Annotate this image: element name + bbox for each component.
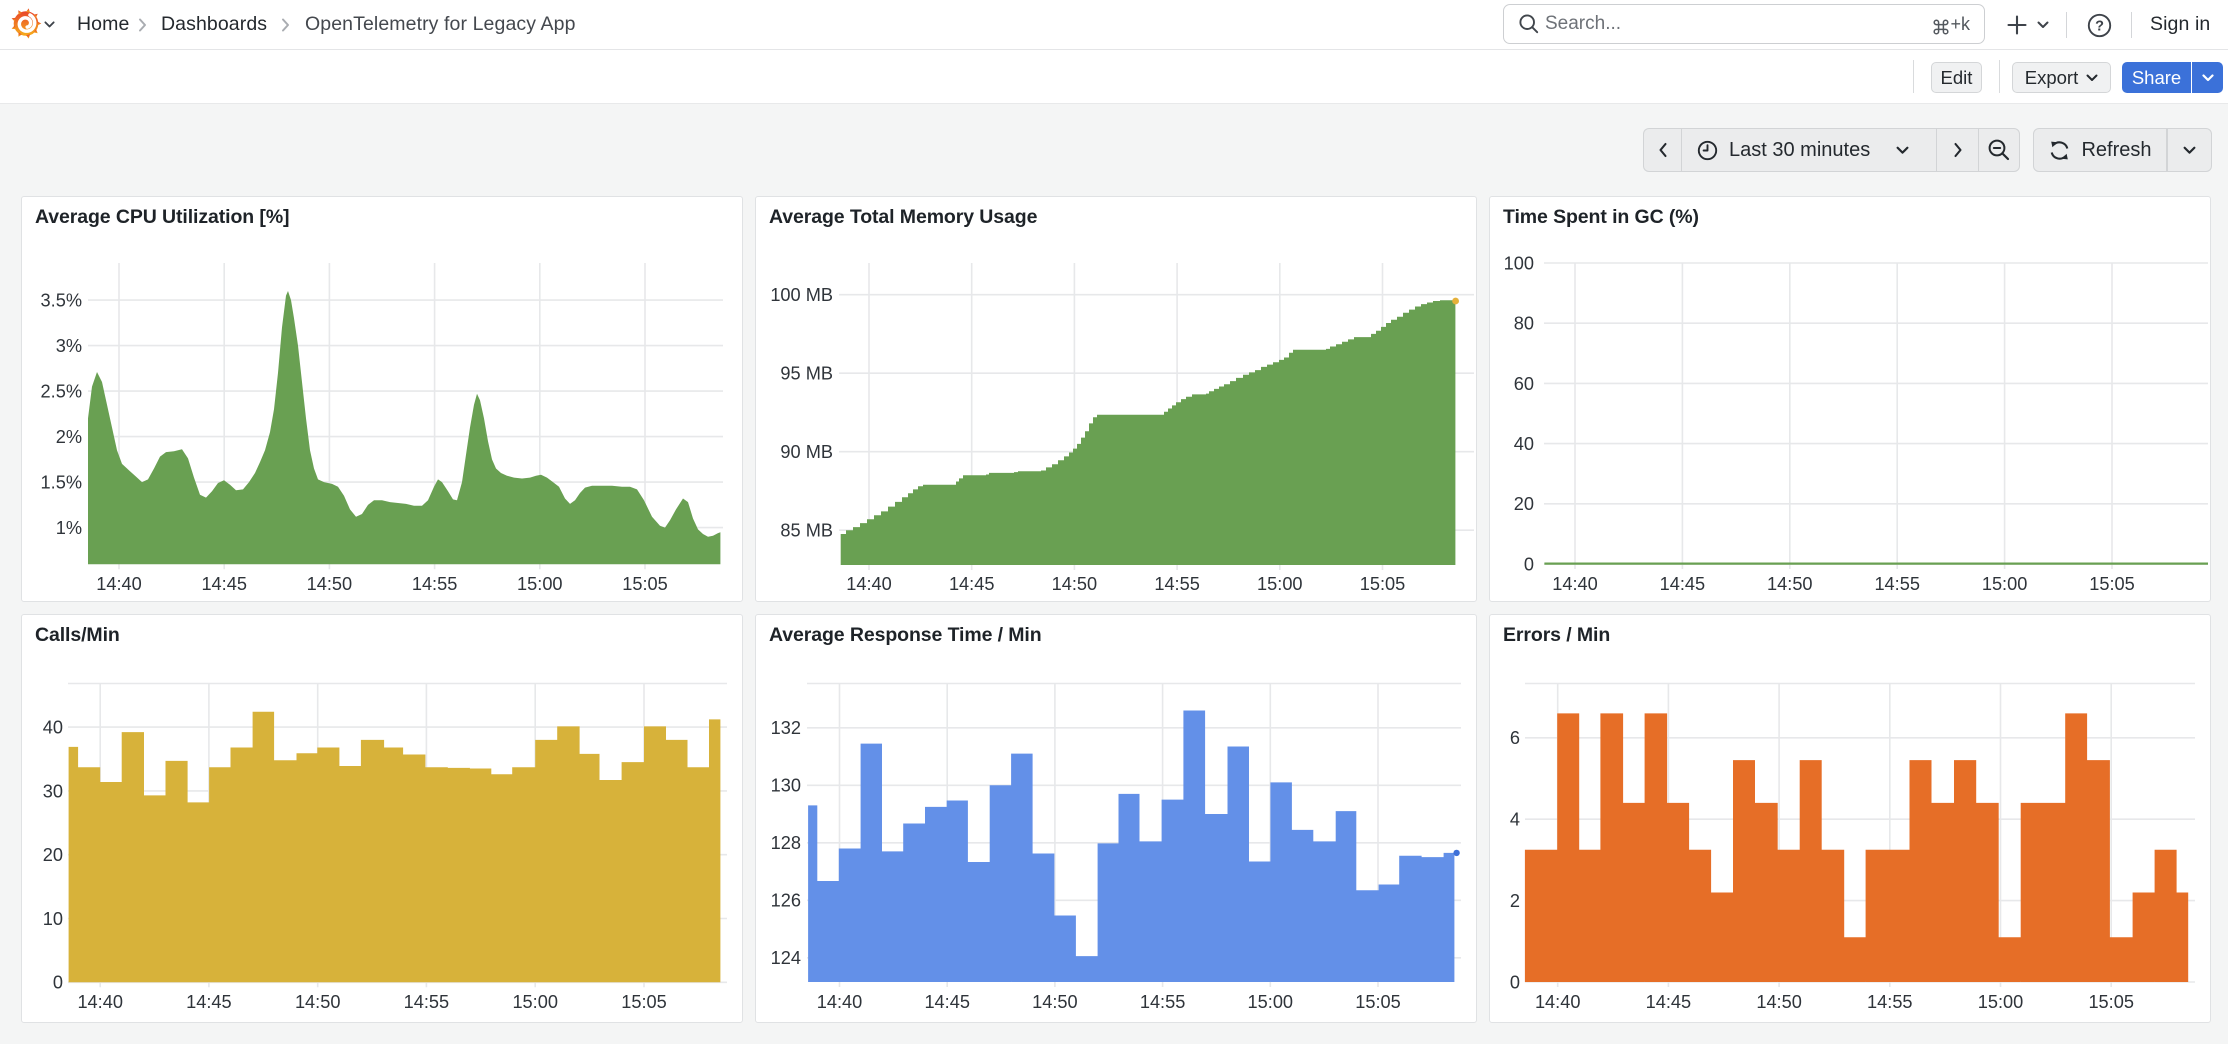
svg-text:1%: 1%: [56, 518, 82, 538]
svg-text:3.5%: 3.5%: [41, 291, 82, 311]
svg-text:14:50: 14:50: [307, 574, 353, 594]
svg-text:15:05: 15:05: [2089, 574, 2135, 594]
svg-text:?: ?: [2095, 19, 2104, 35]
svg-text:14:40: 14:40: [1535, 992, 1581, 1012]
svg-text:30: 30: [43, 781, 63, 801]
svg-text:128: 128: [771, 833, 801, 853]
svg-text:14:40: 14:40: [77, 992, 123, 1012]
svg-text:3%: 3%: [56, 336, 82, 356]
svg-text:2.5%: 2.5%: [41, 382, 82, 402]
svg-text:6: 6: [1510, 728, 1520, 748]
svg-text:4: 4: [1510, 810, 1520, 830]
svg-text:90 MB: 90 MB: [780, 442, 833, 462]
svg-text:14:55: 14:55: [1154, 574, 1200, 594]
svg-text:100 MB: 100 MB: [770, 285, 833, 305]
svg-text:14:45: 14:45: [924, 992, 970, 1012]
svg-text:2: 2: [1510, 891, 1520, 911]
svg-text:0: 0: [53, 973, 63, 993]
svg-text:14:55: 14:55: [1140, 992, 1186, 1012]
svg-text:15:00: 15:00: [1978, 992, 2024, 1012]
svg-text:14:55: 14:55: [1867, 992, 1913, 1012]
svg-text:15:00: 15:00: [1257, 574, 1303, 594]
svg-text:15:00: 15:00: [517, 574, 563, 594]
svg-text:124: 124: [771, 948, 801, 968]
svg-text:14:40: 14:40: [817, 992, 863, 1012]
svg-text:15:05: 15:05: [622, 574, 668, 594]
svg-text:14:45: 14:45: [1660, 574, 1706, 594]
svg-text:95 MB: 95 MB: [780, 364, 833, 384]
svg-text:80: 80: [1514, 314, 1534, 334]
svg-text:14:45: 14:45: [949, 574, 995, 594]
svg-text:14:50: 14:50: [1756, 992, 1802, 1012]
svg-text:40: 40: [43, 718, 63, 738]
svg-text:60: 60: [1514, 374, 1534, 394]
svg-text:85 MB: 85 MB: [780, 521, 833, 541]
svg-text:20: 20: [43, 845, 63, 865]
svg-text:15:05: 15:05: [1355, 992, 1401, 1012]
svg-text:15:05: 15:05: [621, 992, 667, 1012]
svg-text:0: 0: [1524, 554, 1534, 574]
svg-text:14:55: 14:55: [1874, 574, 1920, 594]
svg-text:14:45: 14:45: [186, 992, 232, 1012]
svg-text:14:55: 14:55: [412, 574, 458, 594]
svg-text:1.5%: 1.5%: [41, 473, 82, 493]
svg-text:14:50: 14:50: [295, 992, 341, 1012]
svg-text:2%: 2%: [56, 427, 82, 447]
svg-text:15:00: 15:00: [512, 992, 558, 1012]
svg-text:20: 20: [1514, 494, 1534, 514]
svg-text:15:00: 15:00: [1248, 992, 1294, 1012]
svg-text:14:50: 14:50: [1032, 992, 1078, 1012]
svg-text:100: 100: [1504, 253, 1534, 273]
svg-text:40: 40: [1514, 434, 1534, 454]
svg-text:10: 10: [43, 909, 63, 929]
svg-text:126: 126: [771, 891, 801, 911]
svg-text:14:40: 14:40: [1552, 574, 1598, 594]
svg-text:14:45: 14:45: [201, 574, 247, 594]
svg-text:14:40: 14:40: [96, 574, 142, 594]
svg-text:0: 0: [1510, 972, 1520, 992]
svg-text:132: 132: [771, 718, 801, 738]
svg-text:14:55: 14:55: [404, 992, 450, 1012]
svg-text:130: 130: [771, 776, 801, 796]
svg-text:15:05: 15:05: [2088, 992, 2134, 1012]
svg-text:15:05: 15:05: [1360, 574, 1406, 594]
svg-text:15:00: 15:00: [1982, 574, 2028, 594]
svg-text:14:40: 14:40: [846, 574, 892, 594]
svg-text:14:50: 14:50: [1052, 574, 1098, 594]
svg-text:14:45: 14:45: [1646, 992, 1692, 1012]
svg-text:14:50: 14:50: [1767, 574, 1813, 594]
